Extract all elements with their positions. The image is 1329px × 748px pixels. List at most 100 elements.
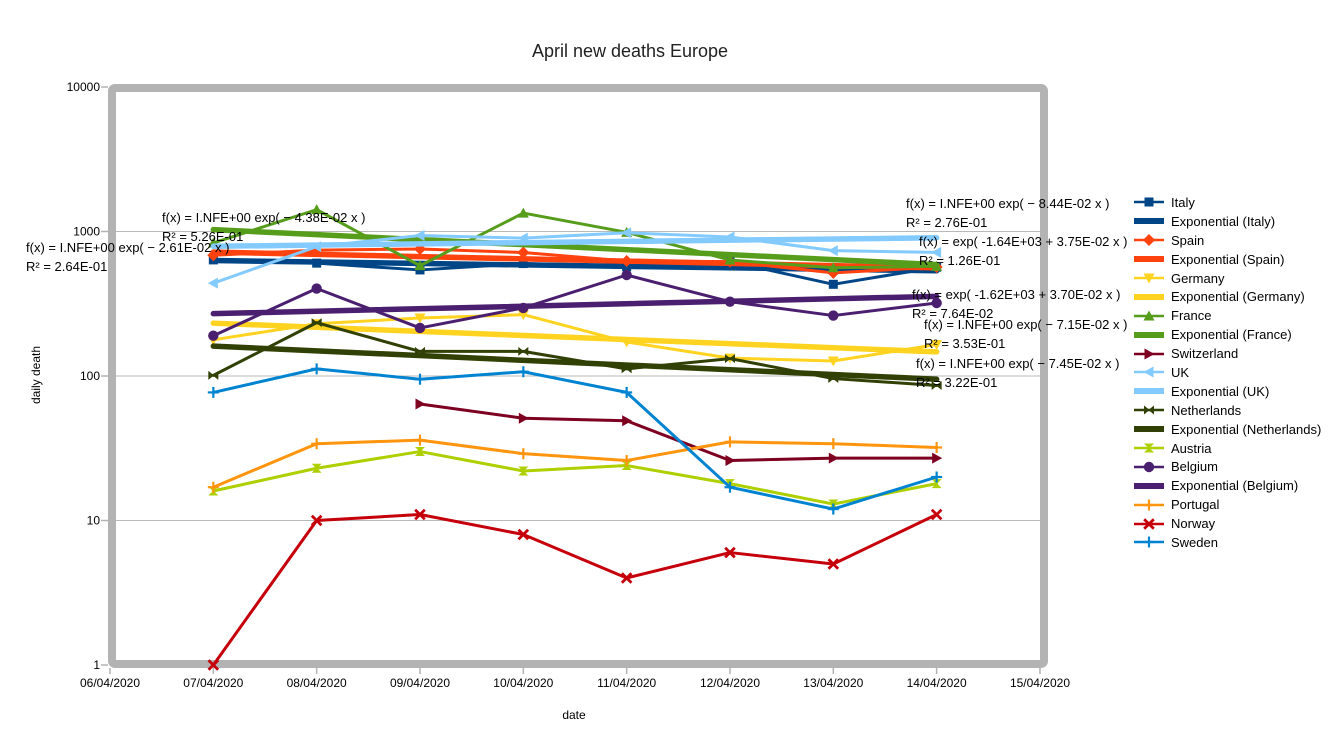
data-point-marker: [931, 479, 942, 489]
data-point-marker: [725, 455, 736, 467]
data-point-marker: [827, 558, 840, 570]
legend-swatch: [1134, 293, 1164, 300]
legend-item-spain: Spain: [1134, 231, 1321, 250]
legend-label: Norway: [1171, 516, 1216, 532]
equation-text: f(x) = exp( -1.64E+03 + 3.75E-02 x ): [919, 234, 1128, 249]
data-point-marker: [311, 318, 322, 328]
legend-item-sweden: Sweden: [1134, 533, 1321, 552]
legend-swatch: [1134, 197, 1164, 207]
legend-item-exponential-germany: Exponential (Germany): [1134, 287, 1321, 306]
series-line-belgium: [211, 273, 939, 338]
data-point-marker: [1143, 310, 1155, 321]
data-point-marker: [621, 269, 632, 281]
data-point-marker: [724, 354, 735, 364]
equation-text: f(x) = I.NFE+00 exp( − 2.61E-02 x ): [26, 240, 230, 255]
y-axis-title: daily death: [29, 345, 43, 405]
legend-item-austria: Austria: [1134, 439, 1321, 458]
series-switzerland: [415, 398, 943, 467]
r-squared-text: R² = 2.76E-01: [906, 214, 988, 230]
r-squared-text: R² = 5.26E-01: [162, 228, 244, 244]
legend-label: Switzerland: [1171, 346, 1239, 362]
legend-item-uk: UK: [1134, 363, 1321, 382]
legend-swatch: [1134, 536, 1164, 548]
series-portugal: [207, 434, 943, 493]
legend-label: Belgium: [1171, 459, 1218, 475]
x-tick-label: 15/04/2020: [1010, 676, 1070, 690]
data-point-marker: [828, 452, 839, 464]
legend-label: Germany: [1171, 270, 1225, 286]
trend-equation-5: f(x) = exp( -1.62E+03 + 3.70E-02 x ) R² =…: [912, 286, 1120, 323]
legend-item-switzerland: Switzerland: [1134, 344, 1321, 363]
legend-label: Austria: [1171, 440, 1212, 456]
data-point-marker: [1143, 366, 1154, 378]
data-point-marker: [518, 466, 529, 476]
data-point-marker: [310, 514, 323, 527]
x-axis-title: date: [562, 708, 586, 722]
legend-item-netherlands: Netherlands: [1134, 401, 1321, 420]
equation-text: f(x) = I.NFE+00 exp( − 7.15E-02 x ): [924, 317, 1128, 332]
y-tick-label: 10000: [67, 80, 101, 94]
legend-swatch: [1134, 256, 1164, 263]
data-point-marker: [208, 330, 219, 341]
legend-label: Sweden: [1171, 534, 1218, 550]
series-line-spain: [211, 247, 939, 275]
legend-label: Exponential (France): [1171, 327, 1292, 343]
data-point-marker: [621, 227, 632, 239]
legend-item-norway: Norway: [1134, 514, 1321, 533]
trendline-italy: [210, 257, 940, 274]
data-point-marker: [517, 310, 529, 321]
r-squared-text: R² = 2.64E-01: [26, 258, 108, 274]
x-tick-label: 11/04/2020: [597, 676, 656, 690]
series-sweden: [207, 363, 943, 515]
r-squared-text: R² = 7.64E-02: [912, 305, 994, 321]
plot-frame: [108, 84, 1048, 668]
x-tick-label: 08/04/2020: [287, 676, 347, 690]
trend-equation-2: f(x) = I.NFE+00 exp( − 2.61E-02 x ) R² = …: [26, 239, 229, 276]
series-line-germany: [211, 313, 939, 363]
y-tick-label: 10: [87, 514, 101, 528]
data-point-marker: [518, 412, 529, 424]
data-point-marker: [517, 207, 529, 218]
trend-equation-7: f(x) = I.NFE+00 exp( − 7.45E-02 x ) R² = …: [916, 355, 1119, 392]
legend: Italy Exponential (Italy) Spain Exponential…: [1134, 193, 1321, 552]
r-squared-text: R² = 3.22E-01: [916, 374, 998, 390]
legend-label: Italy: [1171, 194, 1195, 210]
data-point-marker: [517, 528, 530, 541]
y-tick-label: 100: [80, 369, 100, 383]
equation-text: f(x) = I.NFE+00 exp( − 4.38E-02 x ): [162, 210, 366, 225]
data-point-marker: [1143, 234, 1155, 247]
series-netherlands: [208, 318, 942, 390]
data-point-marker: [208, 370, 219, 380]
data-point-marker: [828, 310, 839, 321]
legend-item-exponential-netherlands: Exponential (Netherlands): [1134, 420, 1321, 439]
data-point-marker: [414, 260, 426, 271]
legend-swatch: [1134, 348, 1164, 360]
trendline-france: [210, 226, 940, 268]
trend-equation-4: f(x) = exp( -1.64E+03 + 3.75E-02 x ) R² =…: [919, 233, 1127, 270]
data-point-marker: [414, 322, 426, 334]
series-uk: [207, 227, 942, 289]
trendline-belgium: [210, 293, 940, 317]
legend-swatch: [1134, 388, 1164, 395]
data-point-marker: [932, 452, 943, 464]
x-tick-label: 07/04/2020: [183, 676, 243, 690]
data-point-marker: [724, 254, 736, 265]
data-point-marker: [414, 447, 425, 457]
legend-label: Exponential (Germany): [1171, 289, 1305, 305]
legend-item-exponential-uk: Exponential (UK): [1134, 382, 1321, 401]
legend-label: Exponential (UK): [1171, 383, 1270, 399]
data-point-marker: [930, 508, 943, 521]
legend-swatch: [1134, 443, 1164, 453]
legend-item-france: France: [1134, 306, 1321, 325]
equation-text: f(x) = I.NFE+00 exp( − 7.45E-02 x ): [916, 356, 1120, 371]
legend-item-germany: Germany: [1134, 269, 1321, 288]
series-line-france: [211, 208, 939, 270]
x-tick-label: 14/04/2020: [907, 676, 967, 690]
series-line-austria: [211, 450, 939, 506]
data-point-marker: [827, 262, 839, 273]
trend-equation-6: f(x) = I.NFE+00 exp( − 7.15E-02 x ) R² = …: [924, 316, 1127, 353]
r-squared-text: R² = 1.26E-01: [919, 252, 1001, 268]
legend-item-exponential-spain: Exponential (Spain): [1134, 250, 1321, 269]
data-point-marker: [1144, 348, 1155, 360]
